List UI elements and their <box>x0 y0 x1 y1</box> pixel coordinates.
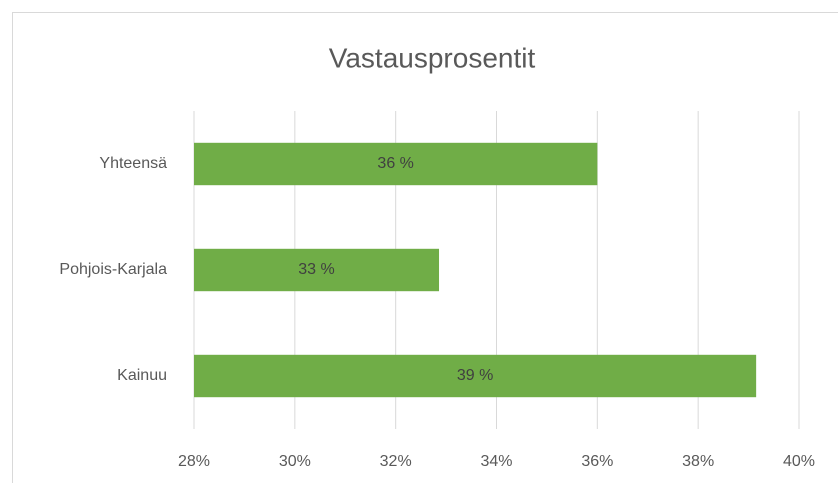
x-tick-label: 30% <box>279 453 311 470</box>
value-label: 39 % <box>457 367 493 384</box>
bar <box>194 142 598 186</box>
y-tick-label: Kainuu <box>117 367 167 384</box>
value-label: 33 % <box>298 261 334 278</box>
x-tick-label: 36% <box>581 453 613 470</box>
x-tick-label: 38% <box>682 453 714 470</box>
x-tick-label: 32% <box>380 453 412 470</box>
y-tick-label: Yhteensä <box>99 155 167 172</box>
chart-title: Vastausprosentit <box>329 42 536 73</box>
chart-frame <box>12 12 838 483</box>
x-tick-label: 28% <box>178 453 210 470</box>
y-tick-label: Pohjois-Karjala <box>59 261 167 278</box>
value-label: 36 % <box>377 155 413 172</box>
bar <box>194 248 440 292</box>
x-tick-label: 40% <box>783 453 815 470</box>
x-tick-label: 34% <box>480 453 512 470</box>
bar <box>194 354 757 398</box>
